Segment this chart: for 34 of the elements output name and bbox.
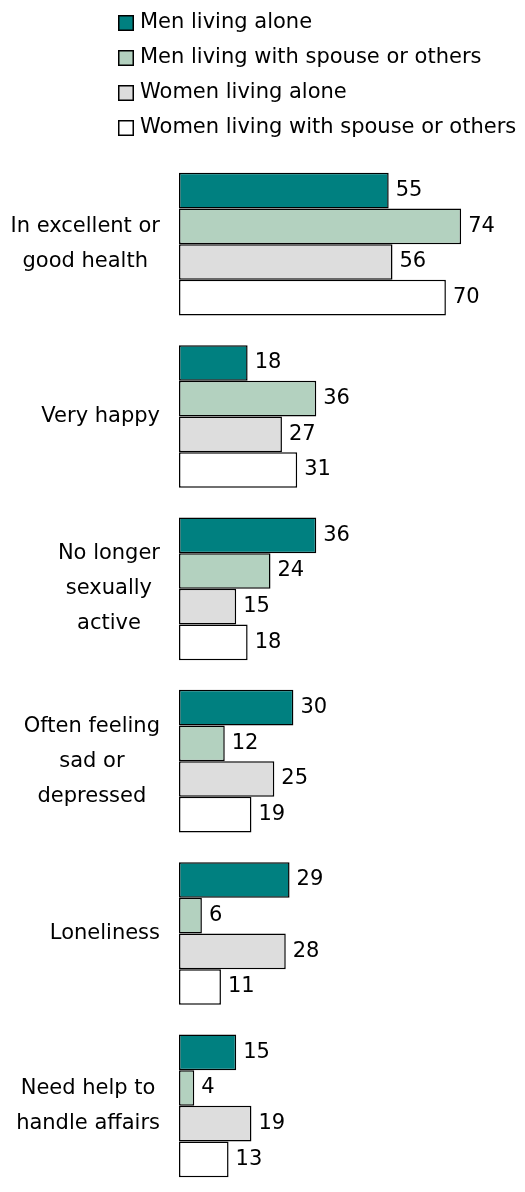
data-label: 24 (277, 557, 305, 582)
legend-label: Women living with spouse or others (140, 114, 517, 139)
y-tick-label: No longer sexually active (57, 540, 161, 635)
data-label: 19 (258, 801, 286, 826)
data-label: 28 (292, 937, 320, 962)
data-label: 19 (258, 1110, 286, 1135)
data-label: 12 (231, 729, 259, 754)
legend-label: Women living alone (140, 79, 347, 104)
data-label: 15 (243, 593, 270, 618)
data-label: 4 (201, 1074, 215, 1099)
data-label: 70 (452, 284, 480, 309)
y-tick-label: Need help to handle affairs (16, 1074, 161, 1134)
data-label: 31 (304, 456, 331, 481)
data-label: 11 (227, 973, 255, 998)
data-label: 56 (399, 248, 427, 273)
data-label: 30 (300, 694, 328, 719)
data-label: 25 (281, 765, 309, 790)
data-label: 6 (208, 902, 223, 927)
y-tick-label: In excellent or good health (10, 213, 161, 273)
data-label: 74 (468, 212, 495, 237)
legend-label: Men living with spouse or others (140, 44, 482, 69)
y-tick-label: Loneliness (49, 919, 161, 944)
y-tick-label: Often feeling sad or depressed (23, 712, 160, 807)
data-label: 36 (323, 521, 350, 546)
data-label: 55 (395, 177, 423, 202)
data-label: 27 (288, 420, 316, 445)
data-label: 29 (296, 866, 324, 891)
data-label: 18 (254, 628, 282, 653)
data-label: 15 (243, 1038, 270, 1063)
data-label: 18 (254, 349, 282, 374)
data-label: 13 (235, 1145, 263, 1170)
data-label: 36 (323, 385, 350, 410)
legend-label: Men living alone (140, 9, 313, 34)
y-tick-label: Very happy (41, 402, 161, 427)
